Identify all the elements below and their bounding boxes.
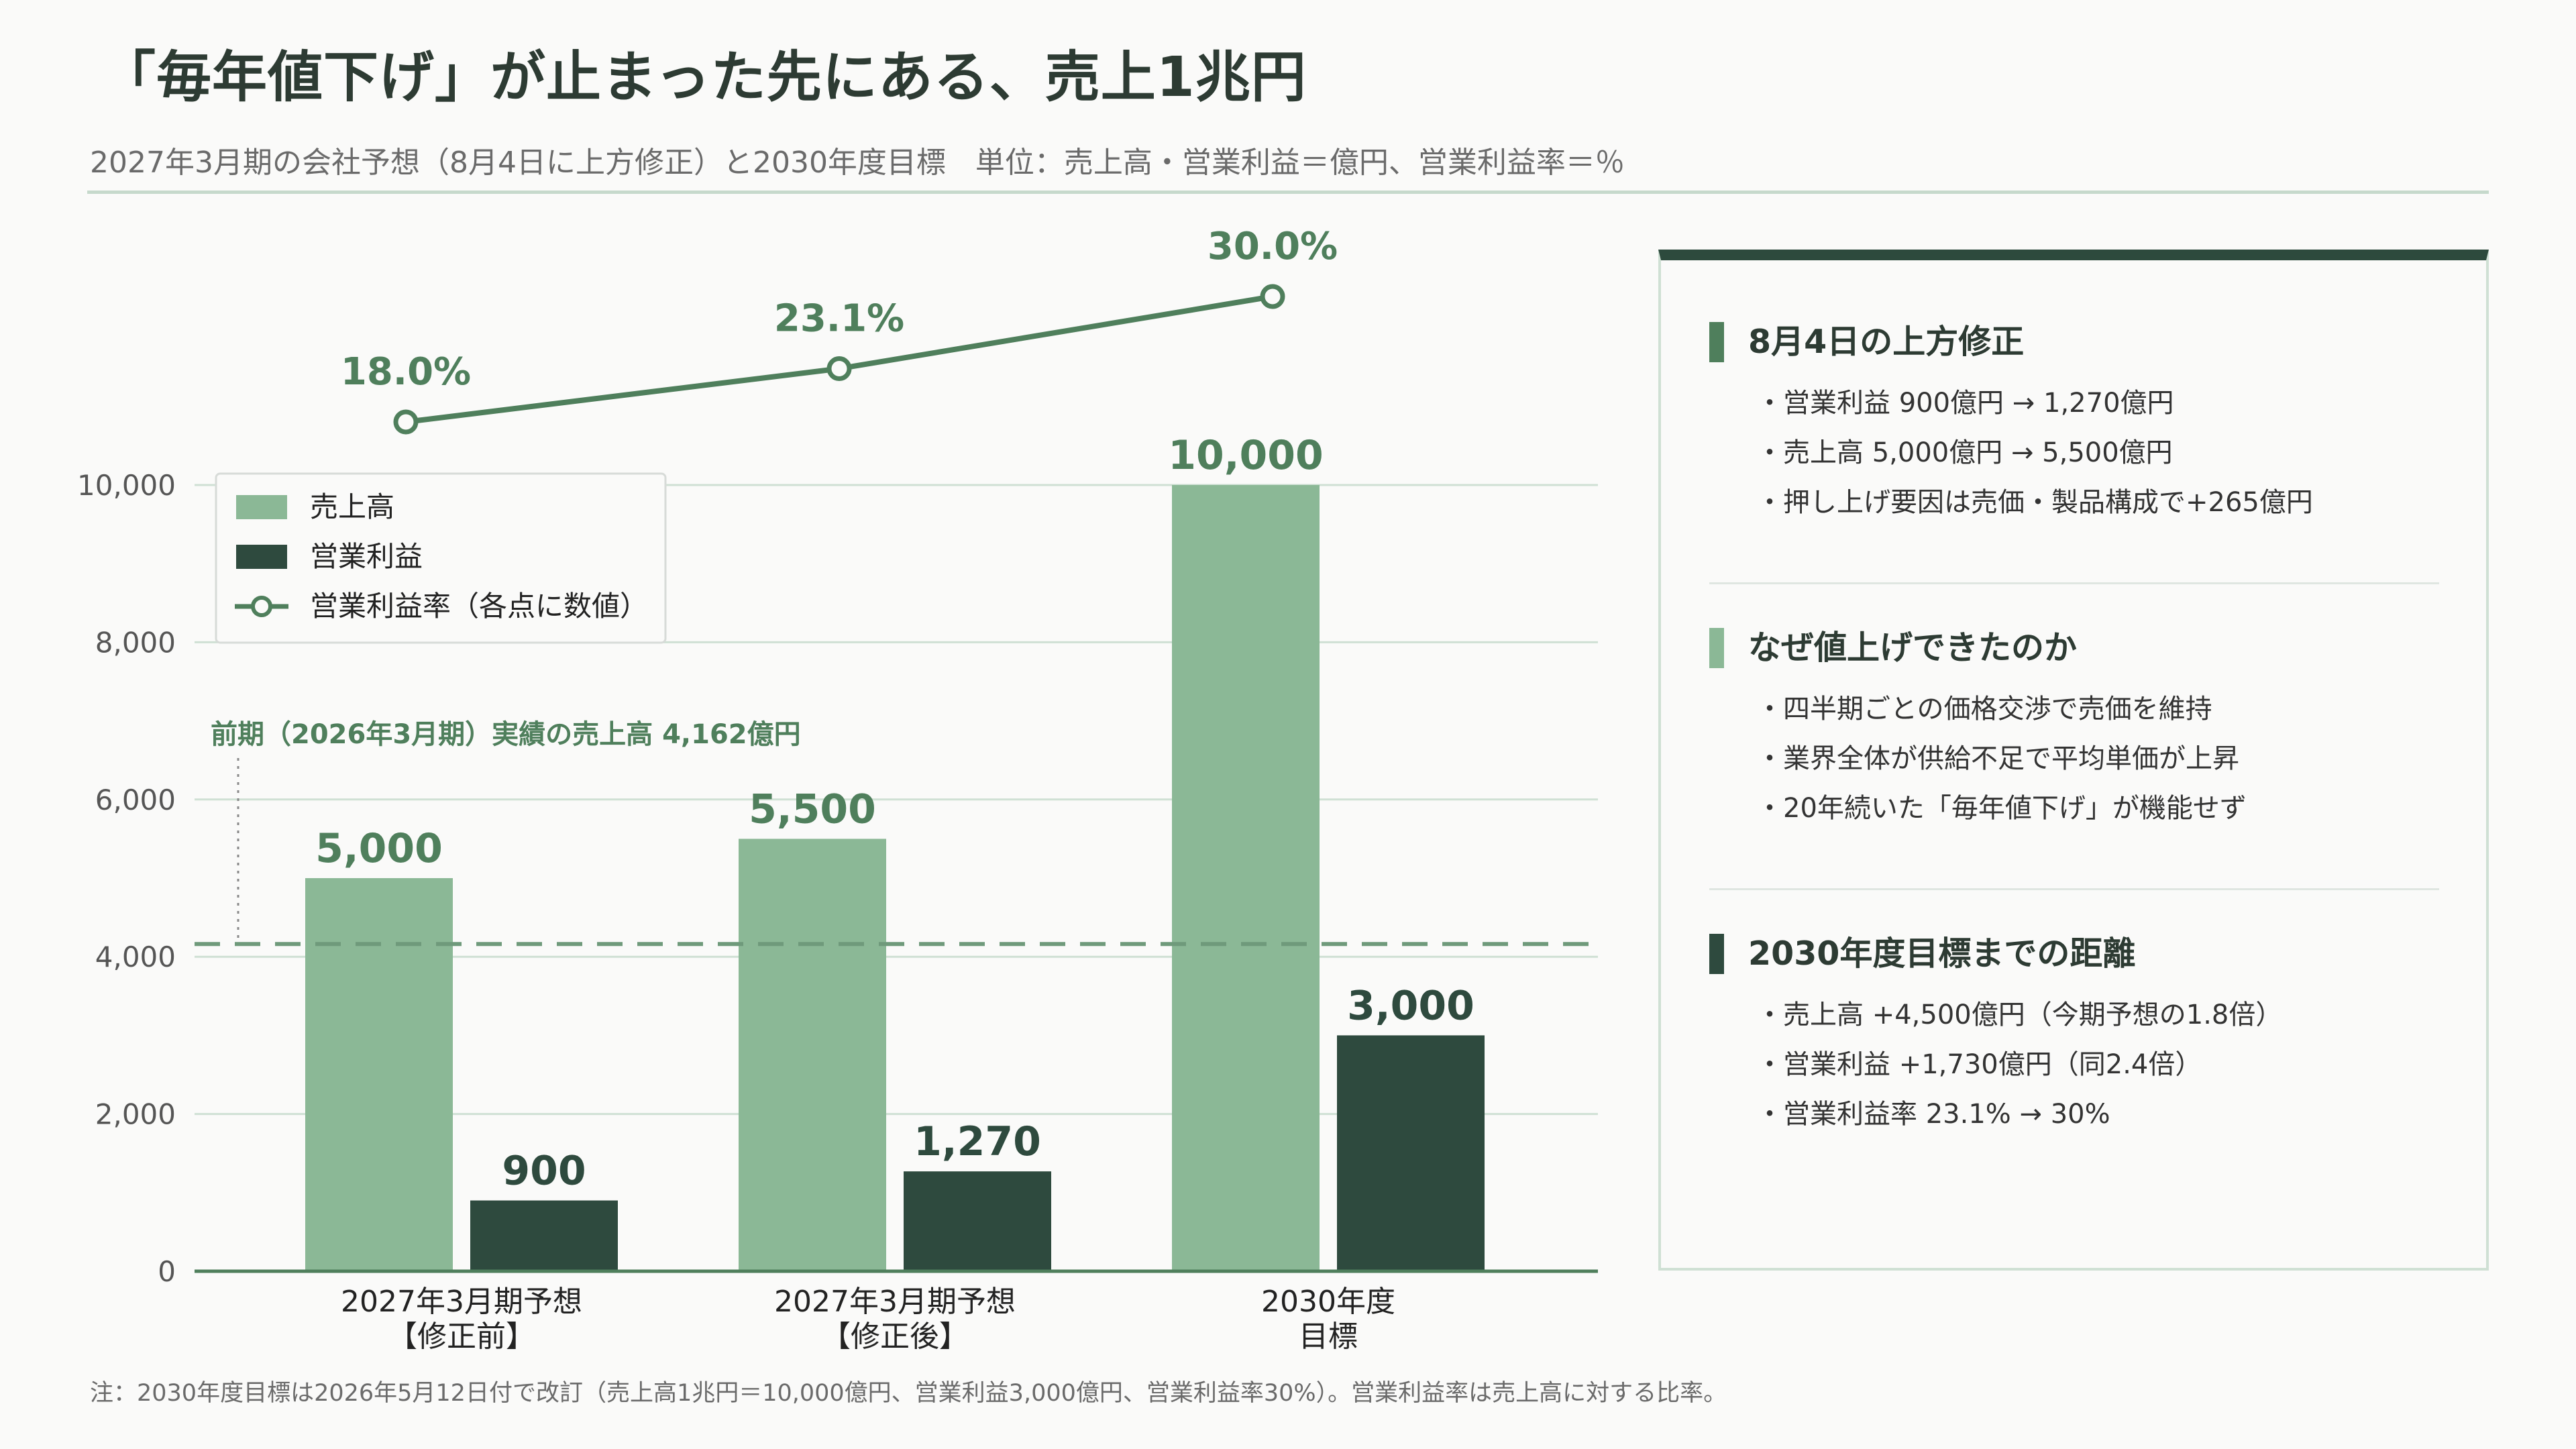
page-title: 「毎年値下げ」が止まった先にある、売上1兆円 <box>101 46 1307 109</box>
legend-swatch-profit <box>236 545 287 569</box>
list-item: ・売上高 5,000億円 → 5,500億円 <box>1756 437 2173 468</box>
sales-value-label: 5,000 <box>315 825 443 872</box>
profit-value-label: 3,000 <box>1347 982 1474 1029</box>
margin-point <box>826 356 852 382</box>
y-tick-label: 0 <box>158 1255 176 1288</box>
section-accent-bar <box>1709 934 1724 974</box>
sales-bar <box>305 878 453 1271</box>
list-item: ・四半期ごとの価格交渉で売価を維持 <box>1756 694 2212 724</box>
y-tick-label: 8,000 <box>95 626 176 659</box>
x-category-label: 2027年3月期予想 <box>341 1285 582 1319</box>
title-rule <box>87 191 2489 194</box>
margin-value-label: 18.0% <box>341 350 471 394</box>
footnote: 注：2030年度目標は2026年5月12日付で改訂（売上高1兆円＝10,000億… <box>90 1380 1727 1407</box>
x-category-label: 【修正前】 <box>388 1320 535 1354</box>
legend-swatch-margin-point <box>251 596 272 617</box>
panel-section-revision: 8月4日の上方修正 ・営業利益 900億円 → 1,270億円 ・売上高 5,0… <box>1709 322 2439 527</box>
list-item: ・20年続いた「毎年値下げ」が機能せず <box>1756 793 2247 824</box>
panel-section-heading: 2030年度目標までの距離 <box>1709 934 2439 974</box>
y-tick-label: 6,000 <box>95 784 176 816</box>
section-accent-bar <box>1709 322 1724 362</box>
profit-value-label: 1,270 <box>914 1118 1041 1165</box>
list-item: ・営業利益 +1,730億円（同2.4倍） <box>1756 1049 2202 1080</box>
panel-section-heading: 8月4日の上方修正 <box>1709 322 2439 362</box>
x-category-label: 目標 <box>1299 1320 1358 1354</box>
panel-section-heading: なぜ値上げできたのか <box>1709 628 2439 668</box>
profit-bar <box>470 1200 618 1271</box>
sales-bar <box>1172 485 1320 1271</box>
sales-value-label: 10,000 <box>1168 432 1324 479</box>
margin-point <box>1260 284 1285 309</box>
profit-bar <box>904 1171 1051 1271</box>
list-item: ・押し上げ要因は売価・製品構成で+265億円 <box>1756 487 2313 518</box>
panel-section-target: 2030年度目標までの距離 ・売上高 +4,500億円（今期予想の1.8倍） ・… <box>1709 934 2439 1139</box>
list-item: ・売上高 +4,500億円（今期予想の1.8倍） <box>1756 1000 2283 1030</box>
legend-box <box>215 472 667 644</box>
legend-label-margin: 営業利益率（各点に数値） <box>310 590 648 623</box>
sales-profit-chart: 0 2,000 4,000 6,000 8,000 10,000 5,000 900 5,500… <box>77 225 1598 1354</box>
sales-bar <box>739 839 886 1271</box>
panel-divider <box>1709 888 2439 890</box>
list-item: ・営業利益率 23.1% → 30% <box>1756 1099 2110 1130</box>
insight-panel: 8月4日の上方修正 ・営業利益 900億円 → 1,270億円 ・売上高 5,0… <box>1658 250 2489 1271</box>
profit-value-label: 900 <box>502 1148 586 1195</box>
section-list: ・売上高 +4,500億円（今期予想の1.8倍） ・営業利益 +1,730億円（… <box>1709 990 2439 1139</box>
section-list: ・営業利益 900億円 → 1,270億円 ・売上高 5,000億円 → 5,5… <box>1709 378 2439 527</box>
list-item: ・営業利益 900億円 → 1,270億円 <box>1756 388 2174 419</box>
legend-label-profit: 営業利益 <box>310 540 423 573</box>
section-heading-text: 8月4日の上方修正 <box>1748 323 2025 361</box>
x-category-label: 2030年度 <box>1261 1285 1395 1319</box>
x-category-label: 【修正後】 <box>821 1320 969 1354</box>
panel-divider <box>1709 582 2439 584</box>
section-accent-bar <box>1709 628 1724 668</box>
margin-value-label: 30.0% <box>1208 225 1338 268</box>
page-subtitle: 2027年3月期の会社予想（8月4日に上方修正）と2030年度目標 単位：売上高… <box>90 146 1625 180</box>
margin-point <box>393 409 419 435</box>
legend-swatch-sales <box>236 495 287 519</box>
section-list: ・四半期ごとの価格交渉で売価を維持 ・業界全体が供給不足で平均単価が上昇 ・20… <box>1709 684 2439 833</box>
reference-line-label: 前期（2026年3月期）実績の売上高 4,162億円 <box>211 719 801 750</box>
list-item: ・業界全体が供給不足で平均単価が上昇 <box>1756 743 2239 774</box>
sales-value-label: 5,500 <box>749 786 876 833</box>
y-tick-label: 10,000 <box>77 469 176 502</box>
section-heading-text: 2030年度目標までの距離 <box>1748 934 2136 973</box>
legend-label-sales: 売上高 <box>310 490 394 523</box>
x-category-label: 2027年3月期予想 <box>774 1285 1016 1319</box>
y-tick-label: 2,000 <box>95 1098 176 1131</box>
y-tick-label: 4,000 <box>95 941 176 973</box>
margin-value-label: 23.1% <box>774 297 904 341</box>
section-heading-text: なぜ値上げできたのか <box>1748 629 2078 667</box>
profit-bar <box>1337 1035 1485 1271</box>
panel-section-reason: なぜ値上げできたのか ・四半期ごとの価格交渉で売価を維持 ・業界全体が供給不足で… <box>1709 628 2439 833</box>
